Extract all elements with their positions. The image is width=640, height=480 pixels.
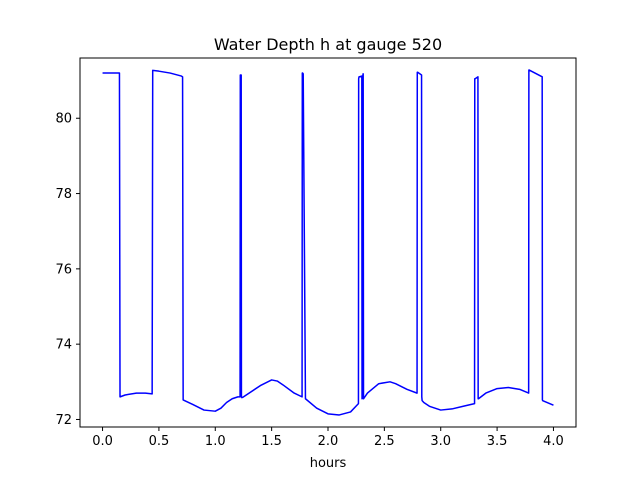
y-tick-label: 72 <box>55 413 72 428</box>
y-tick-label: 76 <box>55 262 72 277</box>
x-tick-label: 0.5 <box>149 434 170 449</box>
x-tick-label: 2.5 <box>374 434 395 449</box>
x-tick-label: 3.5 <box>487 434 508 449</box>
x-tick-label: 2.0 <box>318 434 339 449</box>
x-tick-label: 0.0 <box>92 434 113 449</box>
x-tick-label: 1.5 <box>261 434 282 449</box>
x-axis: 0.0 0.5 1.0 1.5 2.0 2.5 3.0 3.5 4.0 <box>92 427 564 449</box>
x-tick-label: 4.0 <box>543 434 564 449</box>
chart-title: Water Depth h at gauge 520 <box>214 35 442 54</box>
x-tick-label: 3.0 <box>430 434 451 449</box>
y-tick-label: 80 <box>55 112 72 127</box>
y-axis: 72 74 76 78 80 <box>55 112 80 428</box>
x-axis-label: hours <box>310 456 347 471</box>
x-tick-label: 1.0 <box>205 434 226 449</box>
y-tick-label: 78 <box>55 187 72 202</box>
series-line-0 <box>102 69 554 416</box>
y-tick-label: 74 <box>55 338 72 353</box>
